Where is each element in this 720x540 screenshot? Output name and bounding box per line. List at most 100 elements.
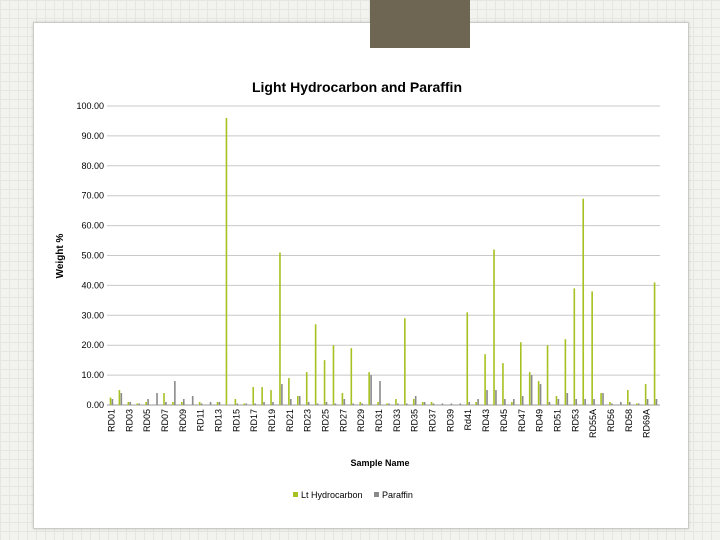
- bar-paraffin: [414, 396, 417, 405]
- bar-lt-hydrocarbon: [314, 324, 317, 405]
- bar-lt-hydrocarbon: [350, 348, 353, 405]
- bar-lt-hydrocarbon: [573, 288, 576, 405]
- bar-paraffin: [611, 403, 613, 405]
- bar-lt-hydrocarbon: [644, 384, 647, 405]
- y-tick-label: 100.00: [76, 101, 104, 111]
- bar-lt-hydrocarbon: [341, 393, 344, 405]
- bar-paraffin: [218, 402, 221, 405]
- bar-paraffin: [602, 393, 604, 405]
- bar-paraffin: [655, 399, 658, 405]
- bar-lt-hydrocarbon: [591, 291, 593, 405]
- bar-lt-hydrocarbon: [243, 403, 246, 405]
- bar-lt-hydrocarbon: [136, 403, 139, 405]
- bar-paraffin: [281, 384, 283, 405]
- bar-lt-hydrocarbon: [395, 399, 397, 405]
- y-tick-label: 80.00: [81, 161, 104, 171]
- bar-lt-hydrocarbon: [519, 342, 522, 405]
- bar-lt-hydrocarbon: [484, 354, 486, 405]
- bar-lt-hydrocarbon: [261, 387, 263, 405]
- x-tick-label: RD19: [267, 409, 277, 432]
- x-tick-label: RD53: [570, 409, 580, 432]
- x-tick-label: RD09: [178, 409, 188, 432]
- x-axis-label: Sample Name: [350, 458, 409, 468]
- y-tick-label: 20.00: [81, 340, 104, 350]
- x-tick-label: RD03: [124, 409, 134, 432]
- bar-paraffin: [191, 396, 194, 405]
- bar-paraffin: [593, 399, 595, 405]
- x-tick-label: RD58: [624, 409, 634, 432]
- bar-paraffin: [361, 403, 363, 405]
- bar-lt-hydrocarbon: [475, 402, 477, 405]
- bar-lt-hydrocarbon: [163, 393, 165, 405]
- bar-paraffin: [147, 399, 149, 405]
- bar-lt-hydrocarbon: [270, 390, 272, 405]
- chart-title: Light Hydrocarbon and Paraffin: [252, 79, 462, 95]
- bar-lt-hydrocarbon: [537, 381, 540, 405]
- bar-lt-hydrocarbon: [511, 402, 513, 405]
- bar-paraffin: [504, 399, 506, 405]
- bar-paraffin: [182, 399, 185, 405]
- bar-paraffin: [370, 375, 372, 405]
- bar-paraffin: [459, 403, 462, 405]
- x-axis-ticks: RD01 RD03 RD05 RD07 RD09 RD11 RD13 RD15 RD17 RD19…: [106, 409, 651, 438]
- x-tick-label: RD45: [499, 409, 509, 432]
- x-tick-label: RD29: [356, 409, 366, 432]
- x-tick-label: RD47: [517, 409, 527, 432]
- x-tick-label: RD11: [196, 409, 206, 431]
- bar-paraffin: [423, 402, 426, 405]
- y-tick-label: 40.00: [81, 280, 104, 290]
- x-tick-label: RD56: [606, 409, 616, 432]
- legend-label-lt-hydrocarbon: Lt Hydrocarbon: [301, 490, 363, 500]
- bar-lt-hydrocarbon: [404, 318, 406, 405]
- bar-lt-hydrocarbon: [564, 339, 567, 405]
- y-tick-label: 30.00: [81, 310, 104, 320]
- bar-paraffin: [156, 393, 158, 405]
- bar-lt-hydrocarbon: [288, 378, 290, 405]
- x-tick-label: Rd41: [463, 409, 473, 431]
- bar-lt-hydrocarbon: [627, 390, 629, 405]
- y-axis-ticks: 0.00 10.00 20.00 30.00 40.00 50.00 60.00 70.00 8…: [76, 101, 104, 410]
- bar-lt-hydrocarbon: [305, 372, 308, 405]
- bar-lt-hydrocarbon: [493, 249, 495, 405]
- legend-swatch-lt-hydrocarbon: [293, 492, 298, 497]
- bar-lt-hydrocarbon: [198, 402, 201, 405]
- bar-paraffin: [263, 402, 265, 405]
- bar-lt-hydrocarbon: [127, 402, 130, 405]
- bar-paraffin: [209, 402, 212, 405]
- bar-paraffin: [477, 399, 479, 405]
- bar-paraffin: [174, 381, 176, 405]
- x-tick-label: RD69A: [642, 409, 652, 438]
- bar-lt-hydrocarbon: [600, 393, 602, 405]
- bar-paraffin: [486, 390, 488, 405]
- x-tick-label: RD35: [410, 409, 420, 432]
- bar-paraffin: [512, 399, 515, 405]
- y-tick-label: 60.00: [81, 221, 104, 231]
- bar-lt-hydrocarbon: [297, 396, 299, 405]
- bar-lt-hydrocarbon: [279, 252, 281, 405]
- header-accent-bar: [370, 0, 470, 48]
- y-tick-label: 50.00: [81, 251, 104, 261]
- bar-paraffin: [575, 399, 578, 405]
- y-tick-label: 90.00: [81, 131, 104, 141]
- y-tick-label: 0.00: [86, 400, 104, 410]
- bar-paraffin: [343, 399, 346, 405]
- bar-paraffin: [495, 390, 497, 405]
- bar-paraffin: [530, 375, 533, 405]
- bar-paraffin: [138, 403, 140, 405]
- bar-lt-hydrocarbon: [653, 282, 656, 405]
- bar-lt-hydrocarbon: [216, 402, 219, 405]
- bar-paraffin: [432, 403, 435, 405]
- x-tick-label: RD05: [142, 409, 152, 432]
- bar-paraffin: [450, 403, 453, 405]
- bar-paraffin: [646, 399, 649, 405]
- bar-lt-hydrocarbon: [412, 399, 415, 405]
- bar-paraffin: [307, 402, 310, 405]
- bar-paraffin: [129, 402, 132, 405]
- bar-lt-hydrocarbon: [386, 403, 388, 405]
- bar-paraffin: [379, 381, 381, 405]
- bar-lt-hydrocarbon: [377, 402, 379, 405]
- bar-paraffin: [584, 399, 586, 405]
- legend-label-paraffin: Paraffin: [382, 490, 413, 500]
- bar-lt-hydrocarbon: [252, 387, 255, 405]
